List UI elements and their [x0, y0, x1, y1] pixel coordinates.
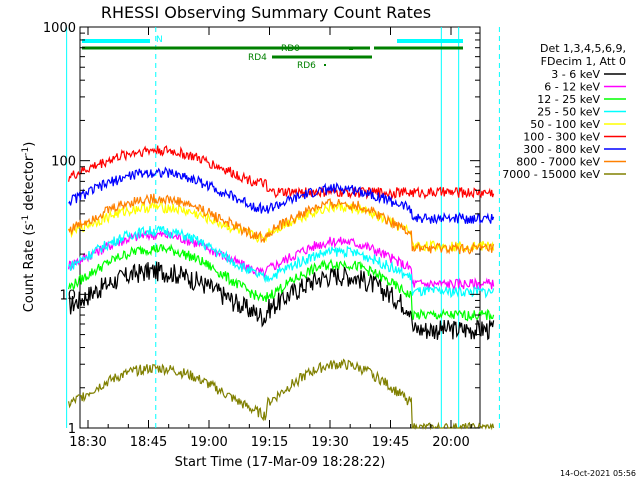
series-layer	[68, 145, 495, 431]
chart-title: RHESSI Observing Summary Count Rates	[101, 3, 431, 22]
legend-label-8: 7000 - 15000 keV	[502, 168, 600, 181]
y-tick-label-2: 100	[51, 155, 76, 170]
series-0	[68, 261, 495, 341]
x-tick-label-1: 18:45	[130, 435, 167, 450]
legend-label-1: 6 - 12 keV	[544, 81, 600, 94]
y-axis-label: Count Rate (s-1 detector-1)	[21, 142, 37, 313]
x-tick-label-5: 19:45	[372, 435, 409, 450]
series-line-4	[68, 200, 495, 253]
flag-rd6-label: RD6	[297, 61, 316, 71]
series-5	[68, 145, 495, 200]
series-line-2	[68, 243, 495, 322]
legend-label-2: 12 - 25 keV	[537, 93, 600, 106]
series-line-0	[68, 261, 495, 341]
x-tick-label-2: 19:00	[190, 435, 227, 450]
x-tick-label-3: 19:15	[251, 435, 288, 450]
series-line-3	[68, 225, 495, 299]
rd0-dot	[349, 47, 353, 50]
flag-n-label: N	[156, 35, 163, 45]
x-axis-label: Start Time (17-Mar-09 18:28:22)	[175, 455, 386, 470]
series-8	[68, 358, 495, 431]
rd6-dot	[324, 64, 326, 66]
legend: Det 1,3,4,5,6,9, FDecim 1, Att 0 3 - 6 k…	[502, 42, 626, 181]
legend-label-3: 25 - 50 keV	[537, 106, 600, 119]
legend-header-1: Det 1,3,4,5,6,9,	[540, 42, 626, 55]
flag-layer: N RD0 RD4 RD6	[66, 27, 500, 428]
y-tick-label-3: 1000	[43, 21, 76, 36]
series-line-6	[68, 166, 495, 225]
series-line-5	[68, 145, 495, 200]
series-3	[68, 225, 495, 299]
series-7	[68, 193, 495, 255]
x-tick-label-4: 19:30	[311, 435, 348, 450]
series-line-1	[68, 230, 495, 291]
ticks-layer: 18:30 18:45 19:00 19:15 19:30 19:45 20:00 1 10 10…	[43, 21, 480, 450]
x-tick-label-6: 20:00	[432, 435, 469, 450]
legend-label-6: 300 - 800 keV	[523, 143, 600, 156]
series-6	[68, 166, 495, 225]
series-1	[68, 230, 495, 291]
flag-rd4-label: RD4	[248, 53, 267, 63]
x-tick-label-0: 18:30	[69, 435, 106, 450]
series-4	[68, 200, 495, 253]
legend-label-4: 50 - 100 keV	[530, 118, 600, 131]
legend-label-0: 3 - 6 keV	[551, 68, 600, 81]
series-2	[68, 243, 495, 322]
legend-label-7: 800 - 7000 keV	[516, 156, 600, 169]
legend-header-2: FDecim 1, Att 0	[541, 55, 626, 68]
series-line-8	[68, 358, 495, 431]
y-tick-label-0: 1	[68, 422, 76, 437]
y-tick-label-1: 10	[59, 288, 76, 303]
timestamp: 14-Oct-2021 05:56	[560, 469, 636, 478]
series-line-7	[68, 193, 495, 255]
legend-label-5: 100 - 300 keV	[523, 131, 600, 144]
